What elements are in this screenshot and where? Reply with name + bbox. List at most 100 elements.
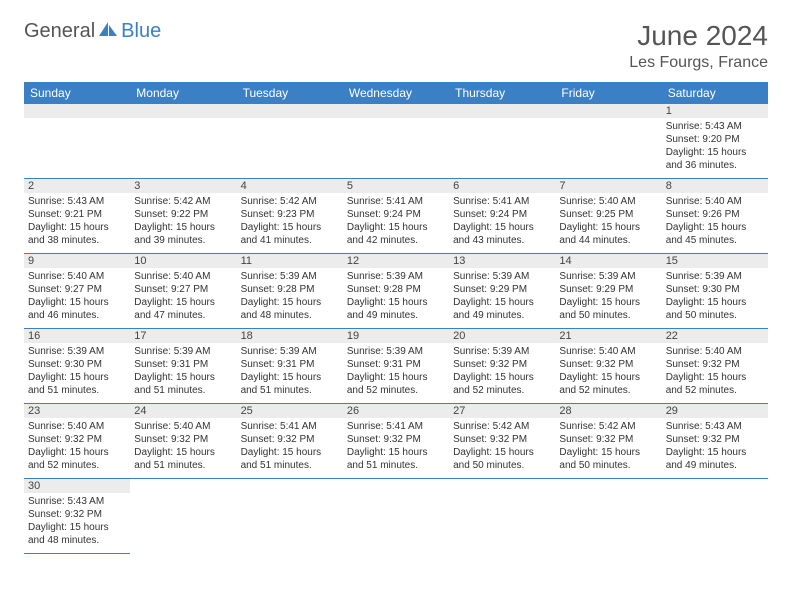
sunrise-line: Sunrise: 5:43 AM	[28, 196, 104, 207]
sunset-line: Sunset: 9:32 PM	[453, 359, 527, 370]
day-number: 18	[237, 329, 343, 343]
sunrise-line: Sunrise: 5:39 AM	[453, 271, 529, 282]
day-details: Sunrise: 5:39 AMSunset: 9:30 PMDaylight:…	[24, 343, 130, 399]
day-number: 24	[130, 404, 236, 418]
day-number: 16	[24, 329, 130, 343]
day-details: Sunrise: 5:40 AMSunset: 9:27 PMDaylight:…	[24, 268, 130, 324]
day-number-blank	[555, 104, 661, 118]
day-number: 29	[662, 404, 768, 418]
calendar-cell: 16Sunrise: 5:39 AMSunset: 9:30 PMDayligh…	[24, 329, 130, 404]
day-details: Sunrise: 5:39 AMSunset: 9:32 PMDaylight:…	[449, 343, 555, 399]
day-details: Sunrise: 5:40 AMSunset: 9:32 PMDaylight:…	[24, 418, 130, 474]
sunrise-line: Sunrise: 5:41 AM	[347, 421, 423, 432]
day-number: 17	[130, 329, 236, 343]
sunset-line: Sunset: 9:23 PM	[241, 209, 315, 220]
day-number: 28	[555, 404, 661, 418]
day-number-blank	[237, 104, 343, 118]
calendar-cell-empty	[449, 479, 555, 554]
day-number: 20	[449, 329, 555, 343]
day-number: 4	[237, 179, 343, 193]
sunrise-line: Sunrise: 5:40 AM	[28, 421, 104, 432]
sunrise-line: Sunrise: 5:40 AM	[28, 271, 104, 282]
sunset-line: Sunset: 9:24 PM	[453, 209, 527, 220]
day-number-blank	[343, 104, 449, 118]
sunset-line: Sunset: 9:21 PM	[28, 209, 102, 220]
daylight-line: Daylight: 15 hours and 49 minutes.	[347, 297, 428, 321]
sunset-line: Sunset: 9:30 PM	[28, 359, 102, 370]
sunrise-line: Sunrise: 5:39 AM	[28, 346, 104, 357]
day-number: 30	[24, 479, 130, 493]
weekday-header: Tuesday	[237, 82, 343, 104]
calendar-row: 30Sunrise: 5:43 AMSunset: 9:32 PMDayligh…	[24, 479, 768, 554]
calendar-cell: 27Sunrise: 5:42 AMSunset: 9:32 PMDayligh…	[449, 404, 555, 479]
sunset-line: Sunset: 9:32 PM	[559, 359, 633, 370]
day-details: Sunrise: 5:40 AMSunset: 9:27 PMDaylight:…	[130, 268, 236, 324]
weekday-header: Sunday	[24, 82, 130, 104]
calendar-cell-empty	[555, 479, 661, 554]
calendar-cell: 21 Sunrise: 5:40 AM Sunset: 9:32 PM Dayligh…	[555, 329, 661, 404]
sunset-line: Sunset: 9:32 PM	[347, 434, 421, 445]
calendar-cell: 13Sunrise: 5:39 AMSunset: 9:29 PMDayligh…	[449, 254, 555, 329]
weekday-header: Thursday	[449, 82, 555, 104]
day-details: Sunrise: 5:40 AMSunset: 9:32 PMDaylight:…	[130, 418, 236, 474]
daylight-line: Daylight: 15 hours and 51 minutes.	[134, 447, 215, 471]
calendar-cell: 2Sunrise: 5:43 AMSunset: 9:21 PMDaylight…	[24, 179, 130, 254]
sunrise-line: Sunrise: 5:41 AM	[241, 421, 317, 432]
day-details: Sunrise: 5:40 AMSunset: 9:32 PMDaylight:…	[662, 343, 768, 399]
calendar-cell: 23Sunrise: 5:40 AMSunset: 9:32 PMDayligh…	[24, 404, 130, 479]
sunrise-line: Sunrise: 5:40 AM	[134, 271, 210, 282]
calendar-cell: 5Sunrise: 5:41 AMSunset: 9:24 PMDaylight…	[343, 179, 449, 254]
day-number: 25	[237, 404, 343, 418]
sunset-line: Sunset: 9:32 PM	[453, 434, 527, 445]
day-details: Sunrise: 5:39 AMSunset: 9:31 PMDaylight:…	[130, 343, 236, 399]
page-title: June 2024	[629, 20, 768, 52]
calendar-cell-empty	[449, 104, 555, 179]
daylight-line: Daylight: 15 hours and 48 minutes.	[241, 297, 322, 321]
calendar-cell: 19Sunrise: 5:39 AMSunset: 9:31 PMDayligh…	[343, 329, 449, 404]
daylight-line: Daylight: 15 hours and 46 minutes.	[28, 297, 109, 321]
weekday-header: Friday	[555, 82, 661, 104]
day-details: Sunrise: 5:40 AM Sunset: 9:32 PM Daylight:…	[555, 343, 661, 399]
calendar-row: 23Sunrise: 5:40 AMSunset: 9:32 PMDayligh…	[24, 404, 768, 479]
daylight-line: Daylight: 15 hours and 47 minutes.	[134, 297, 215, 321]
sunrise-line: Sunrise: 5:39 AM	[559, 271, 635, 282]
daylight-line: Daylight: 15 hours and 52 minutes.	[559, 372, 640, 396]
sunrise-line: Sunrise: 5:39 AM	[347, 271, 423, 282]
day-details: Sunrise: 5:41 AMSunset: 9:24 PMDaylight:…	[449, 193, 555, 249]
sunrise-line: Sunrise: 5:40 AM	[134, 421, 210, 432]
day-number: 10	[130, 254, 236, 268]
sunrise-line: Sunrise: 5:39 AM	[134, 346, 210, 357]
sunset-line: Sunset: 9:32 PM	[28, 434, 102, 445]
weekday-header: Wednesday	[343, 82, 449, 104]
calendar-cell-empty	[343, 104, 449, 179]
calendar-cell: 30Sunrise: 5:43 AMSunset: 9:32 PMDayligh…	[24, 479, 130, 554]
daylight-line: Daylight: 15 hours and 51 minutes.	[241, 447, 322, 471]
daylight-line: Daylight: 15 hours and 51 minutes.	[241, 372, 322, 396]
calendar-cell: 15Sunrise: 5:39 AMSunset: 9:30 PMDayligh…	[662, 254, 768, 329]
day-number-blank	[449, 104, 555, 118]
day-number: 19	[343, 329, 449, 343]
day-number: 21	[555, 329, 661, 343]
sunrise-line: Sunrise: 5:40 AM	[666, 196, 742, 207]
calendar-cell: 11Sunrise: 5:39 AMSunset: 9:28 PMDayligh…	[237, 254, 343, 329]
sunrise-line: Sunrise: 5:42 AM	[453, 421, 529, 432]
logo-sail-icon	[97, 20, 119, 43]
day-details: Sunrise: 5:40 AMSunset: 9:25 PMDaylight:…	[555, 193, 661, 249]
day-number: 14	[555, 254, 661, 268]
weekday-header-row: SundayMondayTuesdayWednesdayThursdayFrid…	[24, 82, 768, 104]
sunrise-line: Sunrise: 5:41 AM	[453, 196, 529, 207]
daylight-line: Daylight: 15 hours and 42 minutes.	[347, 222, 428, 246]
sunset-line: Sunset: 9:32 PM	[666, 359, 740, 370]
day-details: Sunrise: 5:42 AMSunset: 9:32 PMDaylight:…	[555, 418, 661, 474]
sunrise-line: Sunrise: 5:40 AM	[559, 346, 635, 357]
day-details: Sunrise: 5:39 AMSunset: 9:29 PMDaylight:…	[555, 268, 661, 324]
sunset-line: Sunset: 9:31 PM	[347, 359, 421, 370]
day-number: 1	[662, 104, 768, 118]
day-details: Sunrise: 5:43 AMSunset: 9:32 PMDaylight:…	[662, 418, 768, 474]
calendar-cell: 10Sunrise: 5:40 AMSunset: 9:27 PMDayligh…	[130, 254, 236, 329]
day-details: Sunrise: 5:40 AMSunset: 9:26 PMDaylight:…	[662, 193, 768, 249]
daylight-line: Daylight: 15 hours and 49 minutes.	[453, 297, 534, 321]
calendar-cell: 4Sunrise: 5:42 AMSunset: 9:23 PMDaylight…	[237, 179, 343, 254]
day-number: 22	[662, 329, 768, 343]
calendar-cell: 18Sunrise: 5:39 AMSunset: 9:31 PMDayligh…	[237, 329, 343, 404]
